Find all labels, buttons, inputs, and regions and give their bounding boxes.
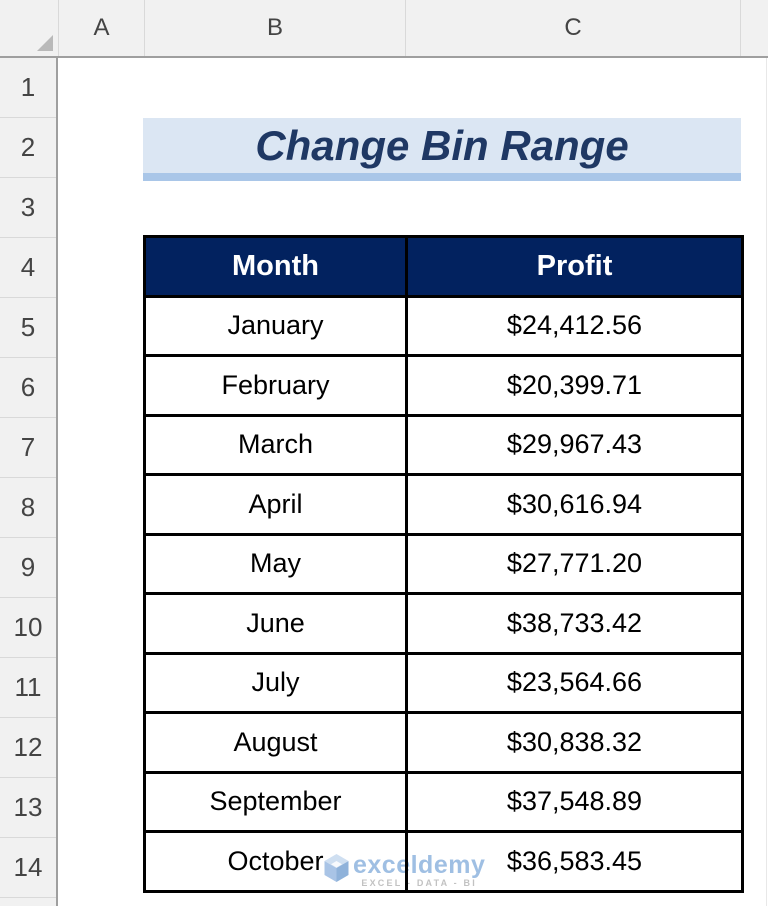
cell-month[interactable]: September — [143, 770, 408, 833]
row-header-11[interactable]: 11 — [0, 658, 56, 718]
cell-profit[interactable]: $36,583.45 — [405, 830, 744, 893]
table-row: July $23,564.66 — [143, 651, 744, 714]
cell-profit[interactable]: $27,771.20 — [405, 532, 744, 595]
row-header-strip: 1 2 3 4 5 6 7 8 9 10 11 12 13 14 — [0, 58, 58, 906]
sheet-edge-gridline — [766, 58, 767, 906]
row-header-6[interactable]: 6 — [0, 358, 56, 418]
table-row: April $30,616.94 — [143, 473, 744, 536]
page-title: Change Bin Range — [255, 121, 629, 169]
row-header-9[interactable]: 9 — [0, 538, 56, 598]
cell-month[interactable]: August — [143, 711, 408, 774]
select-all-corner[interactable] — [0, 0, 58, 56]
table-row: February $20,399.71 — [143, 354, 744, 417]
column-header-C[interactable]: C — [405, 0, 740, 56]
row-header-8[interactable]: 8 — [0, 478, 56, 538]
cell-profit[interactable]: $37,548.89 — [405, 770, 744, 833]
row-header-4[interactable]: 4 — [0, 238, 56, 298]
row-header-13[interactable]: 13 — [0, 778, 56, 838]
cell-profit[interactable]: $30,838.32 — [405, 711, 744, 774]
row-header-15-partial[interactable] — [0, 898, 56, 906]
row-header-5[interactable]: 5 — [0, 298, 56, 358]
cell-profit[interactable]: $20,399.71 — [405, 354, 744, 417]
column-header-A[interactable]: A — [58, 0, 144, 56]
cell-month[interactable]: July — [143, 651, 408, 714]
table-header-month[interactable]: Month — [143, 235, 408, 298]
cell-profit[interactable]: $29,967.43 — [405, 413, 744, 476]
column-header-D-partial[interactable] — [740, 0, 768, 56]
row-header-3[interactable]: 3 — [0, 178, 56, 238]
table-row: May $27,771.20 — [143, 532, 744, 595]
table-row: August $30,838.32 — [143, 711, 744, 774]
table-header-row: Month Profit — [143, 235, 744, 298]
cell-month[interactable]: April — [143, 473, 408, 536]
row-header-10[interactable]: 10 — [0, 598, 56, 658]
cell-profit[interactable]: $23,564.66 — [405, 651, 744, 714]
row-header-12[interactable]: 12 — [0, 718, 56, 778]
cell-profit[interactable]: $38,733.42 — [405, 592, 744, 655]
column-header-B[interactable]: B — [144, 0, 405, 56]
data-table: Month Profit January $24,412.56 February… — [143, 235, 744, 893]
row-header-1[interactable]: 1 — [0, 58, 56, 118]
table-row: January $24,412.56 — [143, 294, 744, 357]
table-row: March $29,967.43 — [143, 413, 744, 476]
cell-month[interactable]: March — [143, 413, 408, 476]
cell-month[interactable]: February — [143, 354, 408, 417]
cell-month[interactable]: January — [143, 294, 408, 357]
row-header-7[interactable]: 7 — [0, 418, 56, 478]
cell-month[interactable]: June — [143, 592, 408, 655]
title-banner-cell[interactable]: Change Bin Range — [143, 118, 741, 181]
select-all-triangle-icon — [37, 35, 53, 51]
cell-month[interactable]: October — [143, 830, 408, 893]
column-header-strip: A B C — [0, 0, 768, 58]
table-row: October $36,583.45 — [143, 830, 744, 893]
table-row: September $37,548.89 — [143, 770, 744, 833]
row-header-14[interactable]: 14 — [0, 838, 56, 898]
cell-month[interactable]: May — [143, 532, 408, 595]
table-header-profit[interactable]: Profit — [405, 235, 744, 298]
cell-profit[interactable]: $24,412.56 — [405, 294, 744, 357]
cell-profit[interactable]: $30,616.94 — [405, 473, 744, 536]
row-header-2[interactable]: 2 — [0, 118, 56, 178]
table-row: June $38,733.42 — [143, 592, 744, 655]
